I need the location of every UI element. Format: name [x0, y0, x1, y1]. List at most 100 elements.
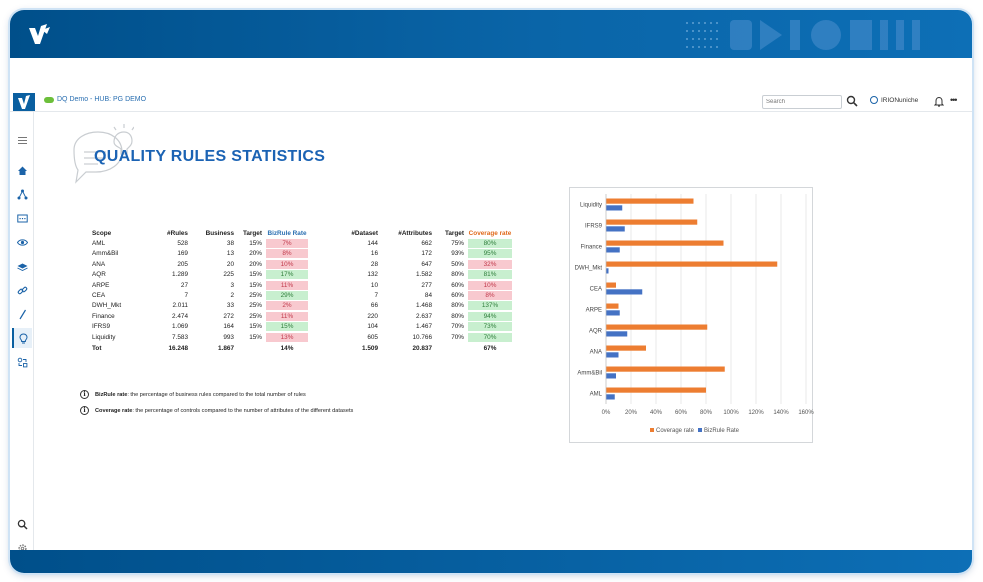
- cell-target2: 80%: [451, 302, 464, 310]
- cell-business: 993: [223, 333, 234, 341]
- bizrule-bar: [606, 394, 615, 400]
- note-term: BizRule rate: [95, 391, 128, 398]
- total-business: 1.867: [218, 344, 234, 352]
- bizrule-bar: [606, 268, 609, 274]
- coverage-bar: [606, 261, 778, 267]
- layers-icon[interactable]: [12, 256, 32, 276]
- coverage-rate-badge: 137%: [468, 301, 512, 311]
- cell-attributes: 172: [421, 250, 432, 258]
- menu-icon[interactable]: [12, 130, 32, 150]
- total-empty: [310, 342, 342, 352]
- y-category-label: CEA: [590, 287, 602, 293]
- user-name[interactable]: IRIONuniche: [881, 96, 919, 104]
- table-row: AQR 1.289 225 15% 17% 132 1.582 80% 81%: [90, 270, 514, 280]
- cell-biz: 17%: [264, 270, 310, 280]
- x-tick-label: 60%: [675, 410, 688, 416]
- breadcrumb-label[interactable]: DQ Demo - HUB: PG DEMO: [57, 96, 147, 103]
- cell-attributes: 647: [421, 260, 432, 268]
- main-content: QUALITY RULES STATISTICS Scope #Rules Bu…: [34, 112, 972, 550]
- sidebar-search-icon[interactable]: [12, 514, 32, 534]
- cell-biz: 10%: [264, 259, 310, 269]
- legend-swatch: [698, 428, 702, 432]
- bizrule-rate-badge: 11%: [266, 280, 308, 290]
- app-logo-icon[interactable]: [13, 93, 35, 111]
- page-title: QUALITY RULES STATISTICS: [94, 148, 326, 165]
- coverage-rate-badge: 32%: [468, 259, 512, 269]
- x-tick-label: 80%: [700, 410, 713, 416]
- user-icon: [870, 96, 878, 104]
- coverage-bar: [606, 366, 725, 372]
- total-scope: Tot: [92, 344, 102, 352]
- cell-gap: [310, 301, 342, 311]
- cell-gap: [310, 259, 342, 269]
- cell-rules: 27: [180, 281, 188, 289]
- bizrule-rate-badge: 10%: [266, 259, 308, 269]
- home-icon[interactable]: [12, 160, 32, 180]
- cell-target: 20%: [249, 250, 262, 258]
- cell-dataset: 132: [367, 271, 378, 279]
- bizrule-bar: [606, 352, 619, 358]
- y-category-label: Liquidity: [580, 203, 602, 209]
- cell-business: 3: [230, 281, 234, 289]
- x-tick-label: 20%: [625, 410, 638, 416]
- cell-scope: ARPE: [92, 281, 110, 289]
- cell-scope: Amm&Bil: [92, 250, 119, 258]
- cell-coverage: 73%: [466, 322, 514, 332]
- cell-gap: [310, 280, 342, 290]
- col-target2: Target: [444, 229, 464, 237]
- col-target: Target: [242, 229, 262, 237]
- col-gap: [310, 228, 342, 238]
- cell-target: 15%: [249, 333, 262, 341]
- cell-business: 2: [230, 292, 234, 300]
- cell-rules: 205: [177, 260, 188, 268]
- lightbulb-chat-icon: [73, 124, 134, 184]
- col-scope: Scope: [92, 229, 112, 237]
- rates-chart-svg: 0% 20% 40% 60% 80% 100% 120% 140% 160% Liquidity I…: [575, 194, 814, 434]
- top-banner: [10, 10, 972, 58]
- legend-label: BizRule Rate: [704, 428, 740, 434]
- cell-scope: Liquidity: [92, 333, 116, 341]
- cell-dataset: 144: [367, 240, 378, 248]
- breadcrumb[interactable]: DQ Demo - HUB: PG DEMO: [44, 96, 146, 103]
- note-desc: : the percentage of controls compared to…: [132, 407, 354, 414]
- eye-icon[interactable]: [12, 232, 32, 252]
- transform-icon[interactable]: [12, 352, 32, 372]
- cell-coverage: 10%: [466, 280, 514, 290]
- bell-icon[interactable]: [934, 96, 944, 107]
- link-icon[interactable]: [12, 280, 32, 300]
- cell-gap: [310, 332, 342, 342]
- search-icon[interactable]: [846, 95, 858, 107]
- y-category-label: ARPE: [586, 308, 602, 314]
- cell-gap: [310, 270, 342, 280]
- cell-target: 15%: [249, 240, 262, 248]
- cell-biz: 2%: [264, 301, 310, 311]
- cell-target: 15%: [249, 323, 262, 331]
- coverage-bar: [606, 387, 706, 393]
- cell-target2: 70%: [451, 323, 464, 331]
- cell-rules: 7: [184, 292, 188, 300]
- user-menu[interactable]: IRIONuniche: [870, 96, 918, 104]
- coverage-rate-badge: 81%: [468, 270, 512, 280]
- cell-coverage: 137%: [466, 301, 514, 311]
- cell-target2: 80%: [451, 271, 464, 279]
- pen-icon[interactable]: [12, 304, 32, 324]
- sidebar: [10, 112, 34, 553]
- search-input[interactable]: [762, 95, 842, 109]
- y-category-label: Finance: [581, 245, 603, 251]
- dashboard-icon[interactable]: [12, 208, 32, 228]
- cell-target: 25%: [249, 312, 262, 320]
- cell-business: 272: [223, 312, 234, 320]
- network-icon[interactable]: [12, 184, 32, 204]
- cell-biz: 15%: [264, 322, 310, 332]
- coverage-rate-badge: 94%: [468, 311, 512, 321]
- note-desc: : the percentage of business rules compa…: [127, 391, 306, 398]
- table-row: Amm&Bil 169 13 20% 8% 16 172 93% 95%: [90, 249, 514, 259]
- table-row: ARPE 27 3 15% 11% 10 277 60% 10%: [90, 280, 514, 290]
- cell-dataset: 16: [370, 250, 378, 258]
- more-options-icon[interactable]: •••: [950, 95, 958, 105]
- total-biz: 14%: [280, 344, 294, 352]
- bizrule-note: i BizRule rate: the percentage of busine…: [80, 390, 306, 399]
- banner-pattern-icon: [686, 20, 920, 50]
- cell-rules: 1.069: [172, 323, 188, 331]
- lightbulb-icon[interactable]: [12, 328, 32, 348]
